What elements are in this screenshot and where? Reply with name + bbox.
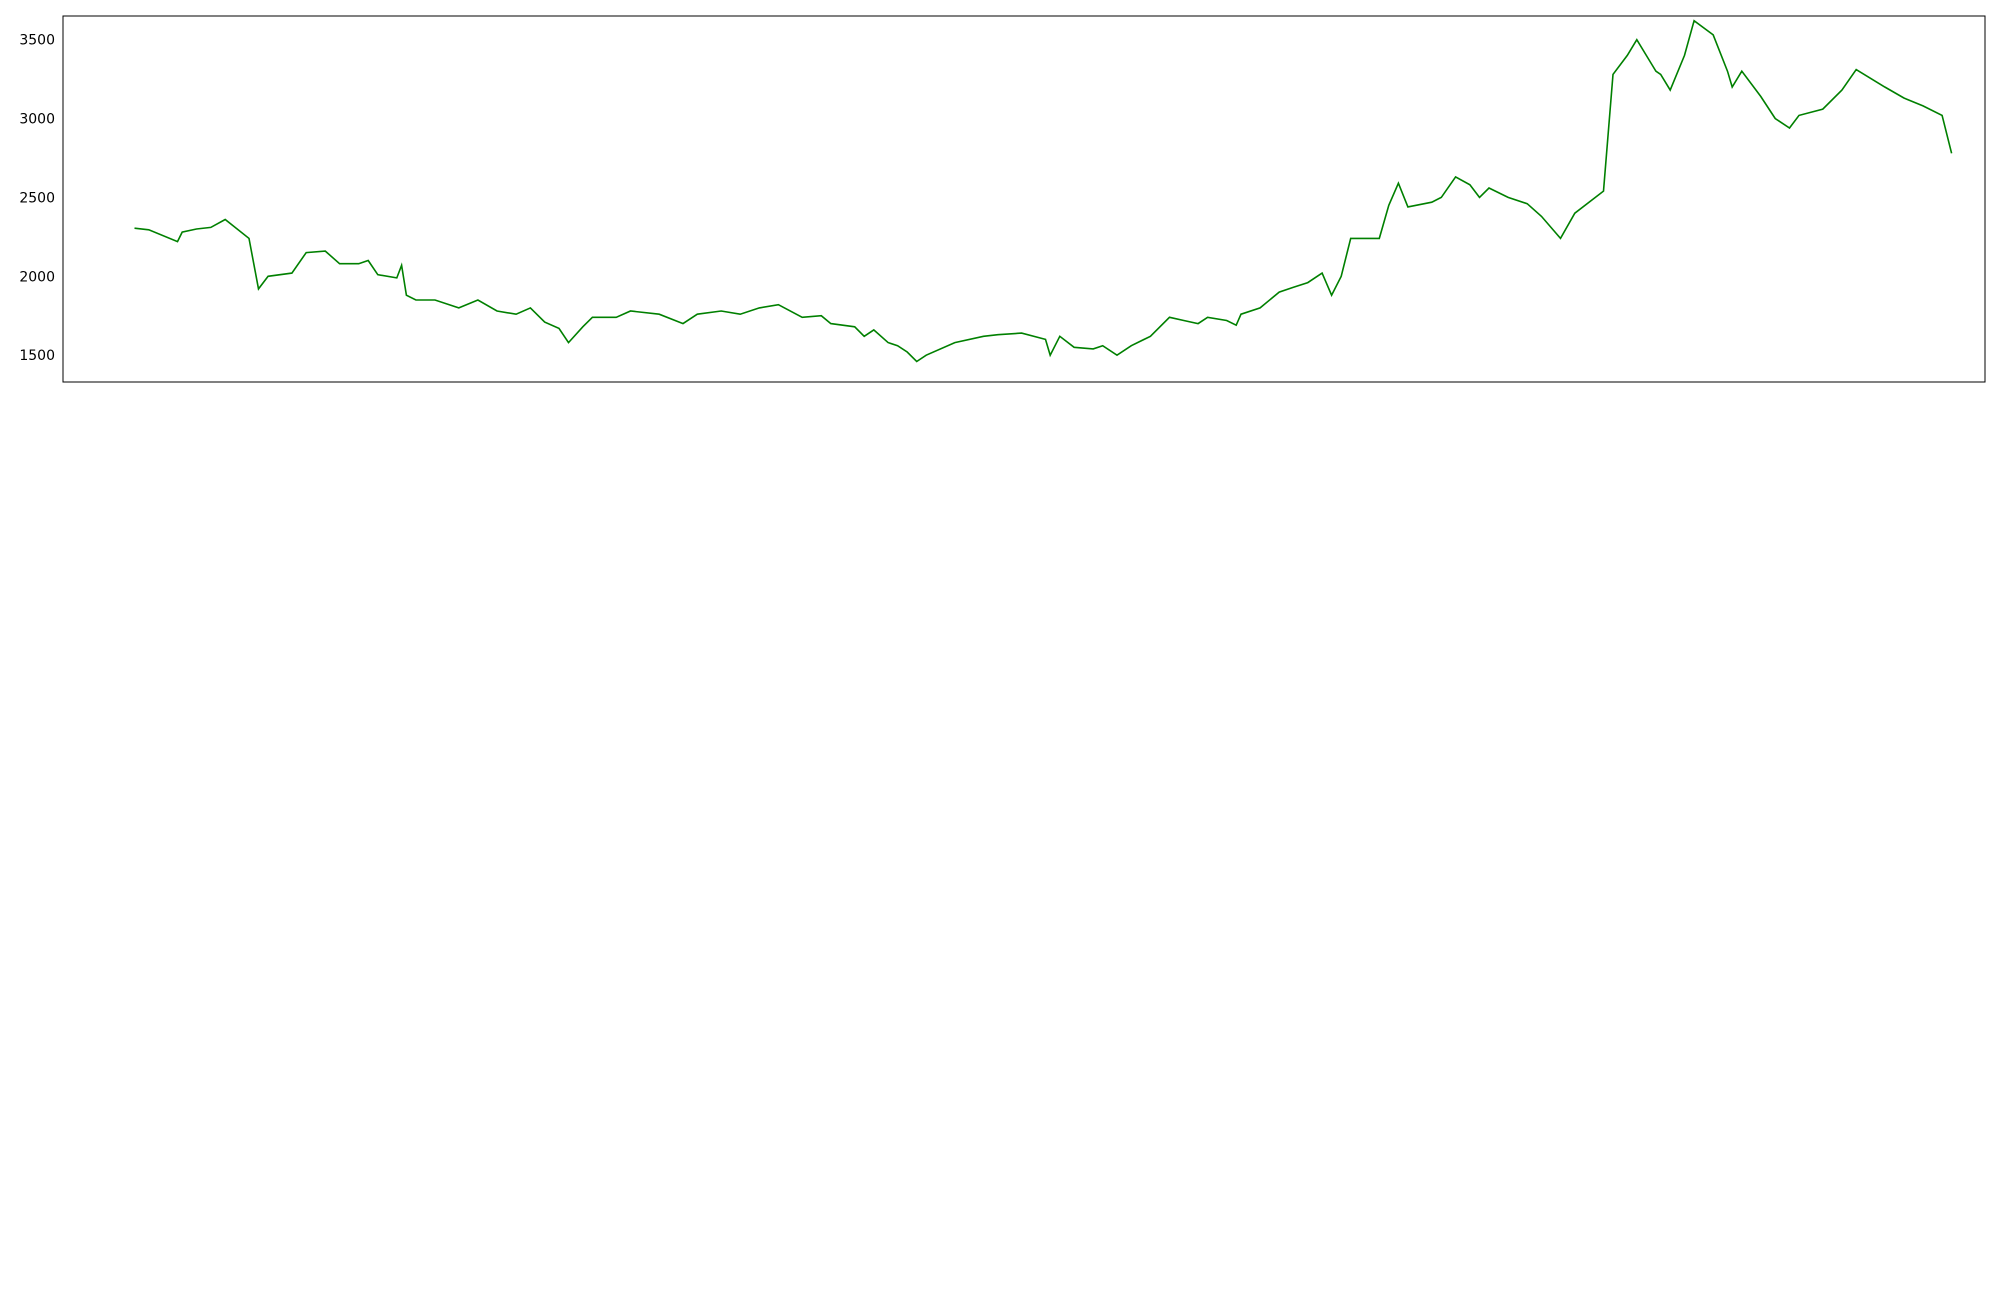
price-ytick-label: 1500 (19, 348, 55, 364)
price-panel: 1500 2000 2500 3000 3500 (19, 15, 1986, 383)
price-ytick-label: 3500 (19, 33, 55, 49)
price-ytick-label: 3000 (19, 112, 55, 128)
price-ytick-label: 2500 (19, 190, 55, 206)
price-frame (62, 15, 1986, 383)
price-ytick-label: 2000 (19, 269, 55, 285)
price-line (134, 19, 1953, 363)
